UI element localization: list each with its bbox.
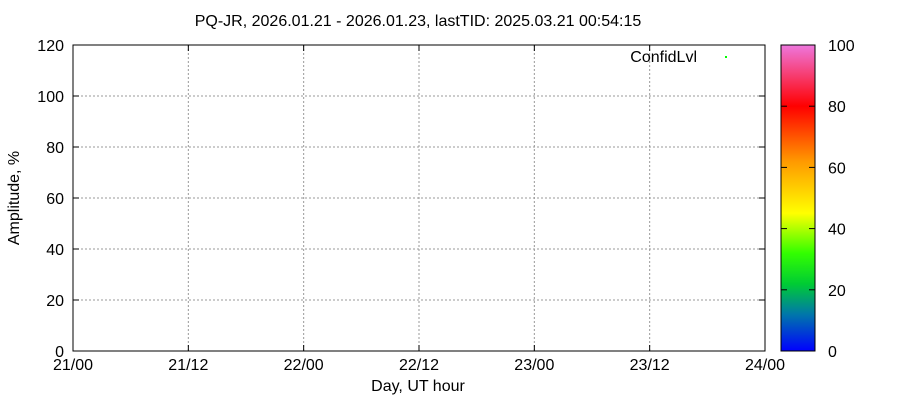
y-tick-label: 120 — [37, 38, 64, 55]
y-axis-label: Amplitude, % — [6, 151, 23, 245]
y-tick-label: 40 — [46, 242, 64, 259]
legend-marker — [725, 56, 727, 58]
colorbar-tick-label: 60 — [828, 160, 846, 177]
y-ticks: 0 20 40 60 80 100 120 — [37, 38, 765, 361]
colorbar-tick-label: 20 — [828, 283, 846, 300]
x-tick-label: 23/12 — [630, 357, 670, 374]
x-tick-label: 24/00 — [745, 357, 785, 374]
x-tick-label: 22/00 — [284, 357, 324, 374]
colorbar-tick-label: 80 — [828, 99, 846, 116]
y-tick-label: 80 — [46, 140, 64, 157]
x-tick-label: 21/12 — [168, 357, 208, 374]
legend-label: ConfidLvl — [630, 49, 697, 66]
y-tick-label: 20 — [46, 293, 64, 310]
x-tick-label: 22/12 — [399, 357, 439, 374]
colorbar — [780, 44, 816, 352]
y-tick-label: 60 — [46, 191, 64, 208]
legend: ConfidLvl — [630, 49, 727, 66]
chart-title: PQ-JR, 2026.01.21 - 2026.01.23, lastTID:… — [195, 13, 642, 30]
colorbar-tick-label: 0 — [828, 344, 837, 361]
x-tick-label: 21/00 — [53, 357, 93, 374]
grid — [73, 45, 765, 351]
y-tick-label: 100 — [37, 89, 64, 106]
colorbar-ticks: 0 20 40 60 80 100 — [781, 38, 855, 361]
x-ticks: 21/00 21/12 22/00 22/12 23/00 23/12 24/00 — [53, 45, 785, 374]
y-tick-label: 0 — [55, 344, 64, 361]
colorbar-tick-label: 100 — [828, 38, 855, 55]
colorbar-tick-label: 40 — [828, 222, 846, 239]
x-tick-label: 23/00 — [514, 357, 554, 374]
x-axis-label: Day, UT hour — [371, 378, 465, 395]
